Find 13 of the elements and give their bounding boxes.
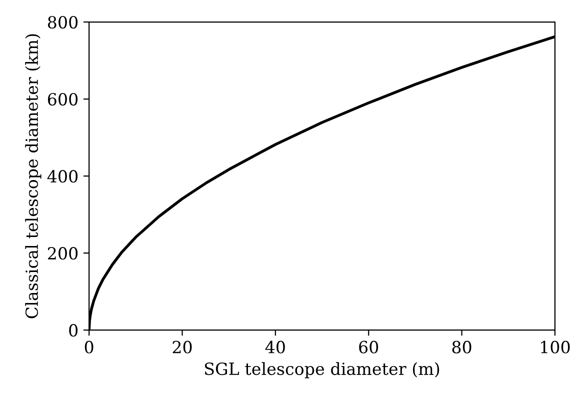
x-tick-label: 0 <box>84 340 94 354</box>
y-tick-label: 0 <box>69 324 78 337</box>
y-tick-label: 600 <box>48 93 78 106</box>
x-tick-label: 80 <box>452 340 472 354</box>
x-tick-label: 20 <box>172 340 192 354</box>
x-tick-label: 40 <box>265 340 285 354</box>
x-tick-label: 60 <box>359 340 378 354</box>
y-tick-label: 200 <box>48 247 78 260</box>
y-tick-label: 800 <box>48 16 78 29</box>
y-axis-title: Classical telescope diameter (km) <box>25 34 42 318</box>
y-tick-label: 400 <box>47 170 78 183</box>
x-axis-title: SGL telescope diameter (m) <box>204 362 440 378</box>
x-tick-label: 100 <box>541 340 570 354</box>
